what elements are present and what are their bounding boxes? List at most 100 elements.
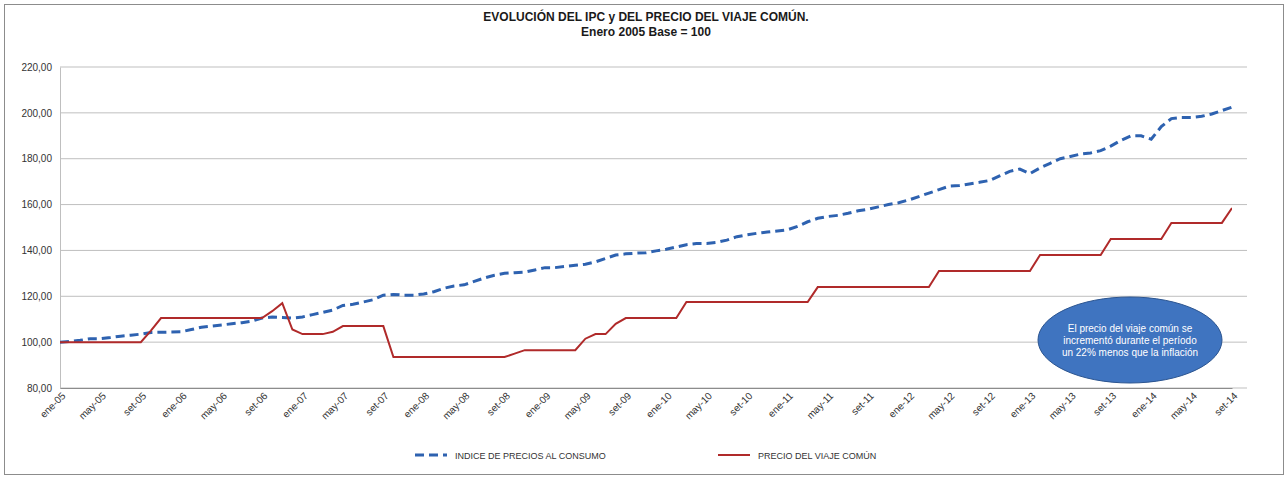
y-tick-label: 160,00 xyxy=(21,199,52,210)
grid-line xyxy=(60,158,1247,159)
y-tick-label: 120,00 xyxy=(21,291,52,302)
y-tick-label: 80,00 xyxy=(27,383,52,394)
x-tick-label: may-14 xyxy=(1168,390,1200,422)
x-tick: set-05 xyxy=(121,388,149,418)
x-tick: set-10 xyxy=(727,388,755,418)
x-tick: ene-09 xyxy=(523,388,553,420)
x-tick: set-13 xyxy=(1091,388,1119,418)
annotation: El precio del viaje común seincrementó d… xyxy=(1062,323,1198,358)
x-tick-label: ene-10 xyxy=(644,390,674,420)
x-tick-label: set-14 xyxy=(1212,390,1240,418)
y-tick: 120,00 xyxy=(21,291,60,302)
annotation-line: El precio del viaje común se xyxy=(1068,323,1193,334)
grid-line xyxy=(60,204,1247,205)
subtitle: Enero 2005 Base = 100 xyxy=(581,25,711,39)
x-tick: may-10 xyxy=(683,388,715,421)
x-tick: set-09 xyxy=(606,388,634,418)
x-tick: may-07 xyxy=(319,388,351,421)
grid-line xyxy=(60,67,1247,68)
grid-line xyxy=(60,388,1247,389)
x-tick-label: ene-12 xyxy=(886,390,916,420)
x-tick-label: set-10 xyxy=(727,390,755,418)
x-tick-label: may-10 xyxy=(683,390,715,422)
x-tick-label: may-12 xyxy=(925,390,957,422)
x-tick: may-08 xyxy=(440,388,472,421)
y-tick: 220,00 xyxy=(21,62,60,73)
x-tick-label: ene-07 xyxy=(280,390,310,420)
x-tick-label: may-07 xyxy=(319,390,351,422)
annotation-bubble xyxy=(1038,297,1222,383)
x-tick: ene-08 xyxy=(401,388,431,420)
grid xyxy=(60,67,1247,388)
x-tick-label: may-11 xyxy=(805,390,836,421)
legend-swatch xyxy=(415,454,447,457)
y-tick: 100,00 xyxy=(21,337,60,348)
x-tick: ene-12 xyxy=(886,388,916,420)
y-tick: 180,00 xyxy=(21,153,60,164)
x-tick: ene-07 xyxy=(280,388,310,420)
annotation-line: incrementó durante el período xyxy=(1063,335,1197,346)
x-tick-label: may-08 xyxy=(440,390,472,422)
x-tick-label: set-06 xyxy=(242,390,270,418)
x-tick: ene-06 xyxy=(159,388,189,420)
y-tick: 140,00 xyxy=(21,245,60,256)
x-tick: may-09 xyxy=(562,388,594,421)
x-tick-label: set-13 xyxy=(1091,390,1119,418)
x-tick: may-14 xyxy=(1168,388,1200,421)
x-tick: may-12 xyxy=(925,388,957,421)
x-tick-label: ene-09 xyxy=(523,390,553,420)
annotation-line: un 22% menos que la inflación xyxy=(1062,347,1198,358)
x-tick-label: ene-05 xyxy=(38,390,68,420)
y-tick: 160,00 xyxy=(21,199,60,210)
x-axis: ene-05 may-05 set-05 ene-06 may-06 set-06 ene-… xyxy=(38,388,1240,421)
x-tick: set-06 xyxy=(242,388,270,418)
x-tick-label: set-11 xyxy=(849,390,876,417)
x-tick: set-12 xyxy=(970,388,998,418)
x-tick: ene-05 xyxy=(38,388,68,420)
x-tick-label: ene-14 xyxy=(1129,390,1159,420)
y-tick-label: 140,00 xyxy=(21,245,52,256)
x-tick-label: set-09 xyxy=(606,390,634,418)
title: EVOLUCIÓN DEL IPC y DEL PRECIO DEL VIAJE… xyxy=(483,9,808,24)
frame xyxy=(5,5,1284,475)
x-tick: set-11 xyxy=(849,388,876,417)
x-tick-label: set-07 xyxy=(363,390,391,418)
y-tick-label: 100,00 xyxy=(21,337,52,348)
series-line xyxy=(60,107,1232,342)
y-tick: 200,00 xyxy=(21,108,60,119)
x-tick: may-11 xyxy=(805,388,836,421)
x-tick-label: may-13 xyxy=(1047,390,1079,422)
legend-label: PRECIO DEL VIAJE COMÚN xyxy=(758,451,876,461)
legend-label: INDICE DE PRECIOS AL CONSUMO xyxy=(455,451,606,461)
legend: INDICE DE PRECIOS AL CONSUMO PRECIO DEL V… xyxy=(415,451,876,461)
x-tick: ene-11 xyxy=(766,388,796,419)
y-axis: 80,00 100,00 120,00 140,00 160,00 180,00 200,0… xyxy=(21,62,60,394)
x-tick: may-06 xyxy=(198,388,230,421)
x-tick: ene-10 xyxy=(644,388,674,420)
x-axis-line xyxy=(61,388,1233,389)
x-tick: ene-13 xyxy=(1008,388,1038,420)
x-tick: set-08 xyxy=(485,388,513,418)
y-tick: 80,00 xyxy=(27,383,60,394)
x-tick-label: may-09 xyxy=(562,390,594,422)
grid-line xyxy=(60,112,1247,113)
y-tick-label: 220,00 xyxy=(21,62,52,73)
chart: EVOLUCIÓN DEL IPC y DEL PRECIO DEL VIAJE… xyxy=(0,0,1288,479)
x-tick-label: ene-13 xyxy=(1008,390,1038,420)
y-tick-label: 180,00 xyxy=(21,153,52,164)
x-tick: ene-14 xyxy=(1129,388,1159,420)
x-tick: set-14 xyxy=(1212,388,1240,418)
x-tick-label: set-12 xyxy=(970,390,998,418)
y-tick-label: 200,00 xyxy=(21,108,52,119)
grid-line xyxy=(60,296,1247,297)
x-tick-label: set-08 xyxy=(485,390,513,418)
x-tick-label: set-05 xyxy=(121,390,149,418)
legend-swatch xyxy=(718,454,750,456)
x-tick-label: ene-06 xyxy=(159,390,189,420)
x-tick-label: may-05 xyxy=(77,390,109,422)
x-tick: may-13 xyxy=(1047,388,1079,421)
x-tick: set-07 xyxy=(363,388,391,418)
x-tick-label: ene-08 xyxy=(401,390,431,420)
x-tick-label: ene-11 xyxy=(766,390,796,420)
x-tick-label: may-06 xyxy=(198,390,230,422)
